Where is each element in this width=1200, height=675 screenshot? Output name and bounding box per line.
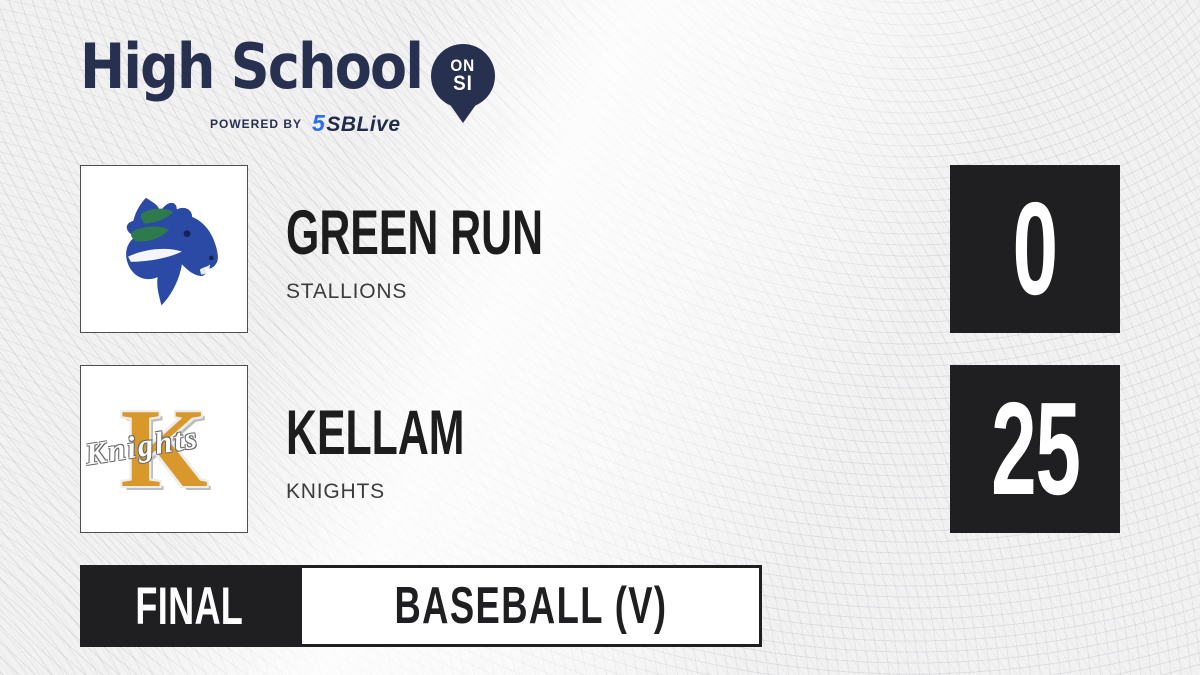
sport-label: BASEBALL (V) bbox=[394, 577, 667, 635]
team-name: GREEN RUN bbox=[286, 198, 544, 268]
pin-text-si: SI bbox=[453, 72, 474, 96]
kellam-logo-icon: K Knights bbox=[83, 384, 239, 514]
team-text-block: GREEN RUN STALLIONS bbox=[248, 194, 664, 304]
sport-badge: BASEBALL (V) bbox=[298, 565, 763, 647]
status-badge: FINAL BASEBALL (V) bbox=[80, 565, 763, 647]
team-row: GREEN RUN STALLIONS bbox=[80, 165, 664, 333]
team-row: K Knights KELLAM KNIGHTS bbox=[80, 365, 548, 533]
team-logo-box: K Knights bbox=[80, 365, 248, 533]
stallion-logo-icon bbox=[126, 197, 218, 306]
onsi-pin-icon: ON SI bbox=[431, 44, 496, 108]
score-value: 0 bbox=[1012, 175, 1059, 322]
final-badge: FINAL bbox=[80, 565, 299, 647]
score-value: 25 bbox=[990, 375, 1081, 522]
team-mascot: KNIGHTS bbox=[286, 480, 385, 503]
brand-title: High School bbox=[80, 30, 424, 103]
sblive-logo: 5 SBLive bbox=[312, 110, 401, 136]
team-name: KELLAM bbox=[286, 398, 465, 468]
kellam-K-letter: K bbox=[120, 387, 208, 511]
powered-by-label: POWERED BY bbox=[210, 116, 303, 131]
score-box: 0 bbox=[950, 165, 1120, 333]
brand-logo: High School ON SI POWERED BY 5 SBLive bbox=[80, 30, 496, 136]
team-mascot: STALLIONS bbox=[286, 280, 408, 303]
team-text-block: KELLAM KNIGHTS bbox=[248, 394, 548, 504]
powered-by-row: POWERED BY 5 SBLive bbox=[210, 110, 495, 136]
score-box: 25 bbox=[950, 365, 1120, 533]
brand-row: High School ON SI bbox=[80, 30, 496, 108]
sblive-mark-icon: 5 bbox=[312, 110, 326, 136]
pin-text-on: ON bbox=[450, 55, 476, 75]
team-logo-box bbox=[80, 165, 248, 333]
sblive-wordmark: SBLive bbox=[326, 113, 401, 136]
final-label: FINAL bbox=[135, 576, 244, 636]
